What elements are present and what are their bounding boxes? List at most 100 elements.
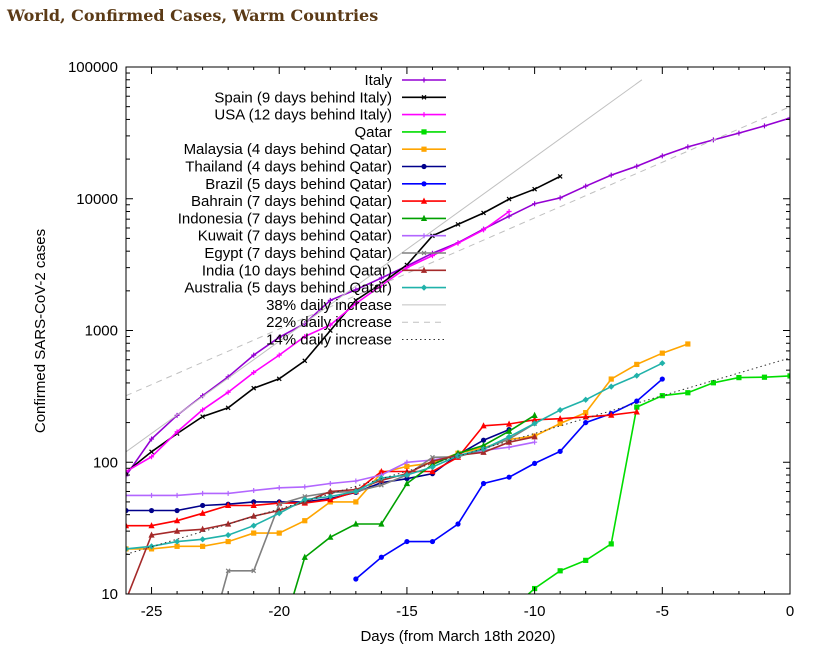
- data-point-australia-5-days-behind-qatar: [505, 433, 513, 440]
- data-point-kuwait-7-days-behind-qatar: [174, 492, 180, 498]
- data-point-usa-12-days-behind-italy: [251, 369, 257, 375]
- legend-marker-spain-9-days-behind-italy: [421, 94, 427, 100]
- data-point-italy: [126, 473, 129, 479]
- data-point-bahrain-7-days-behind-qatar: [225, 501, 232, 509]
- data-point-malaysia-4-days-behind-qatar: [608, 376, 614, 382]
- x-tick-label: -5: [656, 603, 669, 620]
- data-point-brazil-5-days-behind-qatar: [532, 460, 538, 467]
- data-point-australia-5-days-behind-qatar: [250, 522, 257, 529]
- data-point-australia-5-days-behind-qatar: [352, 488, 359, 495]
- data-point-bahrain-7-days-behind-qatar: [531, 416, 538, 423]
- data-point-bahrain-7-days-behind-qatar: [505, 420, 513, 427]
- data-point-kuwait-7-days-behind-qatar: [126, 492, 129, 498]
- data-point-australia-5-days-behind-qatar: [378, 474, 385, 482]
- y-tick-label: 100000: [68, 59, 118, 76]
- legend-label-brazil-5-days-behind-qatar: Brazil (5 days behind Qatar): [205, 176, 392, 193]
- data-point-bahrain-7-days-behind-qatar: [608, 411, 615, 418]
- data-point-kuwait-7-days-behind-qatar: [200, 490, 206, 496]
- data-point-malaysia-4-days-behind-qatar: [225, 538, 231, 545]
- legend-marker-bahrain-7-days-behind-qatar: [420, 197, 428, 204]
- data-point-malaysia-4-days-behind-qatar: [200, 543, 206, 549]
- legend-marker-australia-5-days-behind-qatar: [420, 284, 428, 291]
- page-title: World, Confirmed Cases, Warm Countries: [7, 6, 379, 25]
- y-tick-label: 100: [93, 454, 118, 471]
- data-point-usa-12-days-behind-italy: [429, 253, 435, 259]
- data-point-egypt-7-days-behind-qatar: [378, 482, 384, 488]
- data-point-kuwait-7-days-behind-qatar: [251, 488, 257, 494]
- data-point-egypt-7-days-behind-qatar: [251, 568, 257, 574]
- data-point-brazil-5-days-behind-qatar: [378, 554, 384, 560]
- data-point-italy: [353, 287, 359, 293]
- data-point-malaysia-4-days-behind-qatar: [276, 530, 282, 536]
- data-point-bahrain-7-days-behind-qatar: [582, 413, 589, 420]
- data-point-australia-5-days-behind-qatar: [225, 531, 232, 539]
- data-point-kuwait-7-days-behind-qatar: [276, 485, 282, 491]
- data-point-spain-9-days-behind-italy: [302, 358, 308, 364]
- x-tick-label: -10: [524, 603, 546, 620]
- legend-label-india-10-days-behind-qatar: India (10 days behind Qatar): [202, 262, 392, 279]
- data-point-bahrain-7-days-behind-qatar: [250, 501, 257, 509]
- data-point-bahrain-7-days-behind-qatar: [633, 408, 640, 415]
- data-point-spain-9-days-behind-italy: [557, 174, 563, 179]
- data-point-kuwait-7-days-behind-qatar: [149, 492, 155, 498]
- data-point-indonesia-7-days-behind-qatar: [301, 553, 308, 560]
- data-point-usa-12-days-behind-italy: [200, 407, 206, 413]
- data-point-australia-5-days-behind-qatar: [429, 463, 436, 471]
- data-point-qatar: [634, 404, 640, 410]
- y-tick-label: 1000: [85, 323, 118, 340]
- data-point-malaysia-4-days-behind-qatar: [659, 350, 665, 356]
- legend-label-indonesia-7-days-behind-qatar: Indonesia (7 days behind Qatar): [178, 210, 392, 227]
- data-point-india-10-days-behind-qatar: [505, 438, 513, 445]
- data-point-italy: [761, 123, 767, 129]
- data-point-malaysia-4-days-behind-qatar: [251, 530, 257, 536]
- data-point-spain-9-days-behind-italy: [506, 196, 512, 202]
- data-point-india-10-days-behind-qatar: [531, 433, 538, 440]
- data-point-qatar: [608, 541, 614, 547]
- data-point-thailand-4-days-behind-qatar: [174, 507, 180, 514]
- data-point-spain-9-days-behind-italy: [225, 405, 231, 411]
- data-point-kuwait-7-days-behind-qatar: [506, 444, 512, 450]
- data-point-brazil-5-days-behind-qatar: [634, 398, 640, 404]
- data-point-brazil-5-days-behind-qatar: [455, 521, 461, 527]
- data-point-usa-12-days-behind-italy: [126, 469, 129, 475]
- series-line-qatar: [527, 375, 790, 594]
- data-point-kuwait-7-days-behind-qatar: [302, 484, 308, 490]
- data-point-thailand-4-days-behind-qatar: [148, 507, 155, 514]
- data-point-australia-5-days-behind-qatar: [582, 396, 589, 403]
- legend-label-qatar: Qatar: [354, 124, 392, 141]
- data-point-malaysia-4-days-behind-qatar: [583, 410, 589, 416]
- data-point-kuwait-7-days-behind-qatar: [404, 459, 410, 465]
- data-point-qatar: [583, 557, 589, 563]
- data-point-italy: [149, 436, 155, 442]
- data-point-italy: [608, 172, 614, 178]
- data-point-malaysia-4-days-behind-qatar: [685, 341, 691, 347]
- x-tick-label: 0: [786, 603, 794, 620]
- legend-label-14-daily-increase: 14% daily increase: [266, 332, 392, 349]
- legend-marker-brazil-5-days-behind-qatar: [421, 181, 427, 187]
- data-point-malaysia-4-days-behind-qatar: [353, 499, 359, 505]
- data-point-brazil-5-days-behind-qatar: [404, 538, 410, 545]
- series-line-14-daily-increase: [126, 357, 790, 555]
- data-point-usa-12-days-behind-italy: [276, 352, 282, 358]
- data-point-qatar: [736, 375, 742, 381]
- legend-label-38-daily-increase: 38% daily increase: [266, 297, 392, 314]
- legend-marker-thailand-4-days-behind-qatar: [421, 163, 427, 170]
- series-line-spain-9-days-behind-italy: [126, 175, 561, 473]
- data-point-australia-5-days-behind-qatar: [276, 510, 283, 517]
- data-point-italy: [276, 334, 282, 340]
- data-point-india-10-days-behind-qatar: [173, 527, 181, 534]
- data-point-indonesia-7-days-behind-qatar: [352, 520, 359, 527]
- data-point-malaysia-4-days-behind-qatar: [634, 361, 640, 367]
- data-point-indonesia-7-days-behind-qatar: [480, 441, 487, 449]
- data-point-australia-5-days-behind-qatar: [531, 420, 538, 427]
- data-point-qatar: [710, 380, 716, 386]
- data-point-bahrain-7-days-behind-qatar: [429, 467, 436, 475]
- data-point-indonesia-7-days-behind-qatar: [531, 411, 538, 418]
- legend-label-bahrain-7-days-behind-qatar: Bahrain (7 days behind Qatar): [191, 193, 392, 210]
- y-tick-label: 10000: [76, 191, 118, 208]
- data-point-usa-12-days-behind-italy: [327, 322, 333, 328]
- data-point-australia-5-days-behind-qatar: [199, 536, 206, 543]
- data-point-italy: [787, 115, 790, 121]
- data-point-brazil-5-days-behind-qatar: [480, 480, 487, 487]
